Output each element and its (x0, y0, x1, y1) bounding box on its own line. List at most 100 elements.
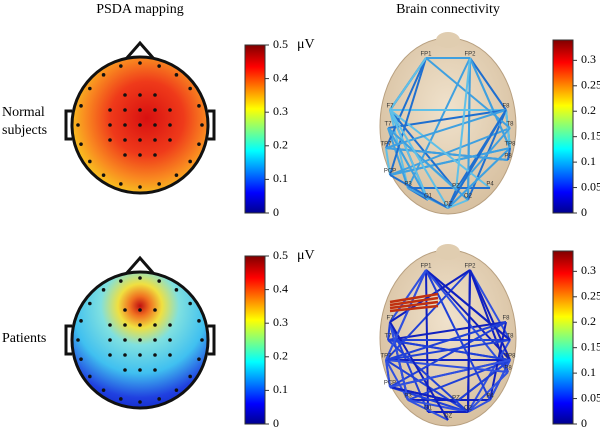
electrode-label: TP8 (504, 354, 516, 360)
electrode (168, 108, 172, 112)
tick-label: 0.3 (581, 263, 596, 277)
connection (455, 57, 471, 191)
electrode (88, 86, 92, 91)
electrode (79, 319, 83, 323)
electrode-label: FP2 (464, 264, 476, 270)
connection (425, 269, 511, 361)
connection (507, 147, 511, 161)
electrode (157, 182, 161, 186)
tick-label: 0.2 (273, 138, 288, 152)
colorbar (552, 250, 574, 425)
electrode (153, 93, 157, 97)
connection (387, 339, 469, 413)
electrode (138, 123, 142, 127)
tick-label: 0.3 (581, 52, 596, 66)
electrode (200, 123, 204, 127)
electrode (153, 308, 157, 312)
tick-label: 0.4 (273, 70, 288, 84)
colorbar (552, 39, 574, 214)
electrode (138, 323, 142, 327)
connection (389, 57, 427, 176)
electrode (123, 338, 127, 342)
electrode (138, 61, 142, 65)
electrode (123, 353, 127, 357)
electrode (153, 323, 157, 327)
electrode (123, 368, 127, 372)
connection (469, 269, 511, 361)
tick-label: 0.1 (581, 154, 596, 168)
electrode-label: F8 (502, 104, 510, 110)
electrode (123, 308, 127, 312)
electrode (108, 138, 112, 142)
connection (385, 359, 509, 373)
connection (389, 147, 511, 176)
electrode (88, 374, 92, 379)
row-label: Patients (2, 331, 47, 346)
connection (389, 109, 457, 191)
electrode (138, 368, 142, 372)
connection (389, 300, 439, 310)
electrode (138, 138, 142, 142)
connection (389, 359, 511, 388)
electrode (153, 353, 157, 357)
colorbar (244, 44, 266, 214)
electrode-label: PZ (452, 184, 460, 190)
electrode (168, 123, 172, 127)
connection (455, 359, 511, 403)
connection (385, 359, 391, 388)
electrode (138, 93, 142, 97)
electrode (108, 323, 112, 327)
connection (469, 269, 511, 341)
electrode (157, 64, 161, 68)
tick-label: 0 (273, 205, 279, 219)
electrode-label: F7 (386, 316, 394, 322)
tick-label: 0.1 (581, 365, 596, 379)
electrode-label: O1 (424, 194, 433, 200)
ear (208, 324, 216, 356)
electrode (101, 288, 106, 292)
electrode (188, 374, 192, 379)
electrode-label: T8 (506, 334, 514, 340)
tick-label: 0.25 (581, 78, 600, 92)
electrode (153, 108, 157, 112)
connection (389, 269, 427, 323)
electrode (76, 338, 80, 342)
electrode (108, 353, 112, 357)
connection (389, 296, 439, 307)
ear (208, 109, 216, 141)
row-label: Normal subjects (2, 105, 48, 138)
tick-label: 0.1 (273, 382, 288, 396)
electrode (79, 142, 83, 146)
electrode (197, 357, 201, 361)
nose (124, 40, 156, 60)
connection (389, 321, 507, 388)
connection (425, 269, 509, 373)
electrode (138, 276, 142, 280)
electrode (157, 279, 161, 283)
connection (447, 199, 469, 209)
colorbar (244, 255, 266, 425)
electrode (119, 182, 123, 186)
electrode (79, 104, 83, 108)
electrode (168, 138, 172, 142)
connection (467, 399, 491, 413)
tick-label: 0.05 (581, 179, 600, 193)
connection (389, 292, 439, 304)
electrode (174, 73, 179, 77)
electrode (119, 397, 123, 401)
electrode-label: F7 (386, 104, 394, 110)
electrode (138, 308, 142, 312)
tick-label: 0 (581, 416, 587, 428)
electrode-label: T7 (384, 334, 392, 340)
connection (389, 57, 427, 111)
electrode (88, 301, 92, 306)
electrode-label: O2 (464, 406, 473, 412)
connection (407, 399, 469, 413)
electrode-label: FP2 (464, 52, 476, 58)
electrode-label: P4 (486, 182, 494, 188)
electrode (88, 159, 92, 164)
electrode (188, 301, 192, 306)
electrode (168, 323, 172, 327)
electrode-label: TP7 (380, 142, 392, 148)
